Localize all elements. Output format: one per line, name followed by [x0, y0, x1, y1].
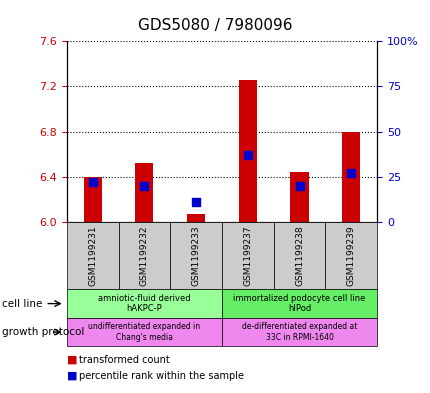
- Text: growth protocol: growth protocol: [2, 327, 84, 337]
- Text: GDS5080 / 7980096: GDS5080 / 7980096: [138, 18, 292, 33]
- Text: GSM1199232: GSM1199232: [140, 225, 148, 286]
- Text: GSM1199231: GSM1199231: [88, 225, 97, 286]
- Text: undifferentiated expanded in
Chang's media: undifferentiated expanded in Chang's med…: [88, 322, 200, 342]
- Bar: [83, 177, 101, 222]
- Point: [347, 170, 354, 176]
- Text: GSM1199238: GSM1199238: [295, 225, 303, 286]
- Bar: [187, 214, 205, 222]
- Text: de-differentiated expanded at
33C in RPMI-1640: de-differentiated expanded at 33C in RPM…: [241, 322, 356, 342]
- Point: [192, 199, 199, 205]
- Text: ■: ■: [67, 371, 77, 381]
- Point: [141, 183, 147, 189]
- Text: cell line: cell line: [2, 299, 43, 309]
- Bar: [238, 80, 256, 222]
- Bar: [290, 172, 308, 222]
- Text: ■: ■: [67, 354, 77, 365]
- Text: transformed count: transformed count: [79, 354, 169, 365]
- Point: [244, 152, 251, 158]
- Text: GSM1199233: GSM1199233: [191, 225, 200, 286]
- Bar: [341, 132, 359, 222]
- Text: GSM1199239: GSM1199239: [346, 225, 355, 286]
- Text: amniotic-fluid derived
hAKPC-P: amniotic-fluid derived hAKPC-P: [98, 294, 190, 313]
- Point: [89, 179, 96, 185]
- Text: immortalized podocyte cell line
hIPod: immortalized podocyte cell line hIPod: [233, 294, 365, 313]
- Text: GSM1199237: GSM1199237: [243, 225, 252, 286]
- Text: percentile rank within the sample: percentile rank within the sample: [79, 371, 243, 381]
- Bar: [135, 163, 153, 222]
- Point: [295, 183, 302, 189]
